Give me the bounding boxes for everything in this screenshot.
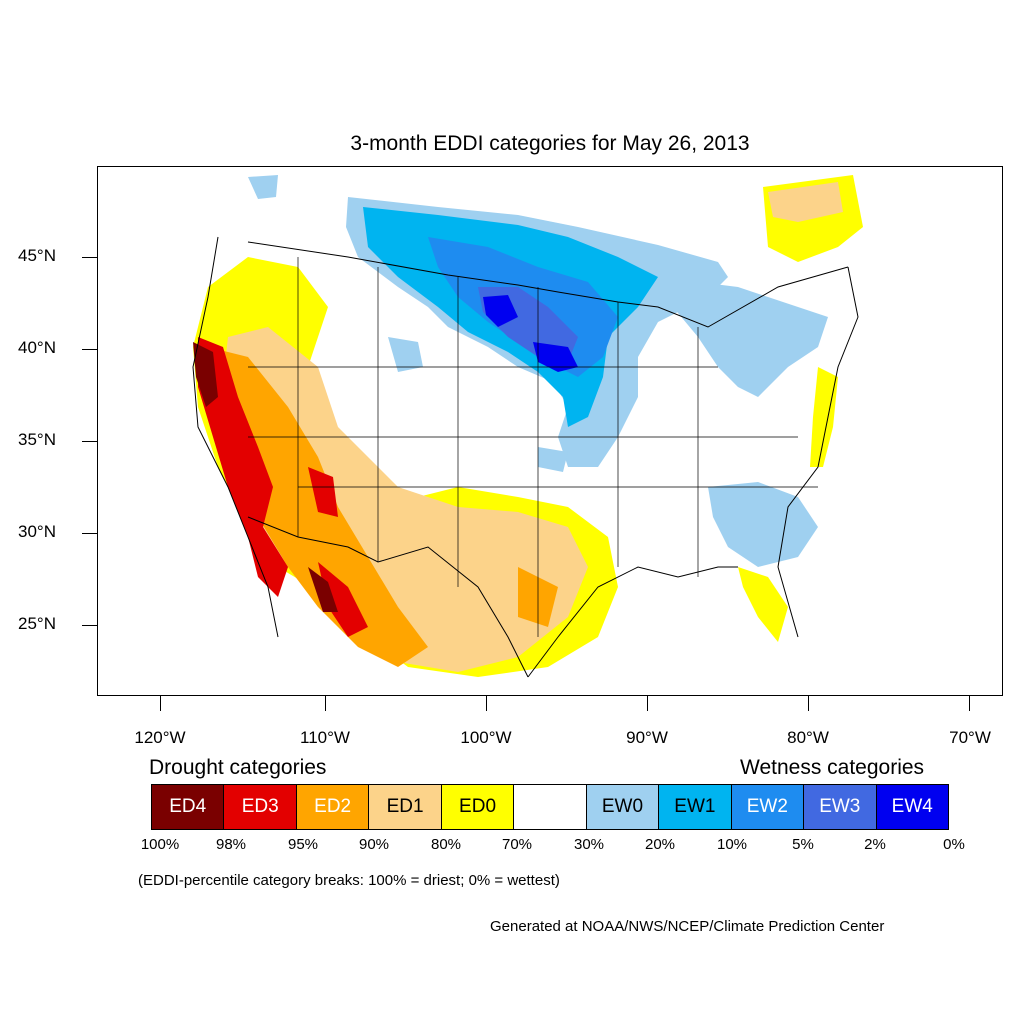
lon-tick (808, 696, 809, 711)
drought-region-ed2 (208, 347, 558, 667)
legend-box-neutral (514, 785, 587, 829)
lon-label-110: 110°W (300, 728, 350, 747)
lon-label-90: 90°W (626, 728, 668, 747)
legend-color-bar: ED4 ED3 ED2 ED1 ED0 EW0 EW1 EW2 EW3 EW4 (151, 784, 949, 830)
legend-percentile: 80% (430, 836, 462, 853)
legend-percentile: 20% (644, 836, 676, 853)
west-coast (192, 236, 279, 638)
drought-region-northeast-ed1 (768, 182, 843, 222)
wet-region-rockies (388, 337, 568, 472)
lon-label-120: 120°W (134, 728, 186, 747)
legend-box-ew0: EW0 (586, 785, 660, 829)
drought-regions (193, 175, 863, 677)
us-mexico-border (247, 516, 529, 678)
state-lines (248, 257, 818, 637)
map-canvas (192, 175, 863, 678)
legend-percentile: 30% (573, 836, 605, 853)
lat-label-35: 35°N (18, 430, 56, 449)
lon-tick (486, 696, 487, 711)
legend-percentile: 90% (358, 836, 390, 853)
legend-box-ed2: ED2 (296, 785, 370, 829)
legend-drought-title: Drought categories (149, 756, 327, 779)
drought-region-ed4 (193, 342, 338, 612)
wet-region-pacific-nw (248, 175, 278, 199)
legend-box-ed0: ED0 (441, 785, 515, 829)
wetness-regions (248, 175, 828, 567)
lat-label-25: 25°N (18, 614, 56, 633)
legend-percentile: 0% (943, 836, 965, 853)
legend-note: (EDDI-percentile category breaks: 100% =… (138, 872, 560, 889)
legend-percentile: 10% (716, 836, 748, 853)
legend-box-ed1: ED1 (369, 785, 442, 829)
lat-label-45: 45°N (18, 246, 56, 265)
drought-region-east-coast (810, 367, 838, 467)
lon-tick (969, 696, 970, 711)
legend-percentile: 95% (287, 836, 319, 853)
lat-tick (82, 441, 97, 442)
wet-region-great-lakes (658, 277, 828, 397)
drought-region-ed1 (218, 327, 588, 672)
lon-label-100: 100°W (460, 728, 512, 747)
map-title: 3-month EDDI categories for May 26, 2013 (350, 132, 750, 155)
lat-tick (82, 625, 97, 626)
lat-label-30: 30°N (18, 522, 56, 541)
lat-tick (82, 349, 97, 350)
legend-box-ed4: ED4 (152, 785, 225, 829)
legend-box-ed3: ED3 (224, 785, 297, 829)
legend-box-ew1: EW1 (659, 785, 732, 829)
legend-percentile: 100% (140, 836, 180, 853)
legend-percentile: 2% (864, 836, 886, 853)
lon-tick (160, 696, 161, 711)
legend-wetness-title: Wetness categories (740, 756, 925, 779)
lon-tick (325, 696, 326, 711)
gulf-coast (527, 566, 738, 678)
lon-label-80: 80°W (787, 728, 829, 747)
map-frame (97, 166, 1003, 696)
canada-border (247, 241, 849, 328)
boundaries (192, 236, 859, 678)
legend-box-ew2: EW2 (731, 785, 805, 829)
east-coast (777, 266, 859, 638)
drought-region-ed3 (198, 337, 368, 637)
legend-percentile: 70% (501, 836, 533, 853)
lat-tick (82, 257, 97, 258)
lon-label-70: 70°W (949, 728, 991, 747)
wet-region-southeast (708, 482, 818, 567)
wet-region-ew4 (483, 295, 578, 372)
credit-text: Generated at NOAA/NWS/NCEP/Climate Predi… (490, 918, 885, 935)
legend-percentile: 5% (792, 836, 814, 853)
legend-box-ew3: EW3 (804, 785, 877, 829)
legend-box-ew4: EW4 (876, 785, 948, 829)
lat-tick (82, 533, 97, 534)
legend-percentile: 98% (215, 836, 247, 853)
drought-region-florida (738, 567, 788, 642)
lat-label-40: 40°N (18, 338, 56, 357)
lon-tick (647, 696, 648, 711)
